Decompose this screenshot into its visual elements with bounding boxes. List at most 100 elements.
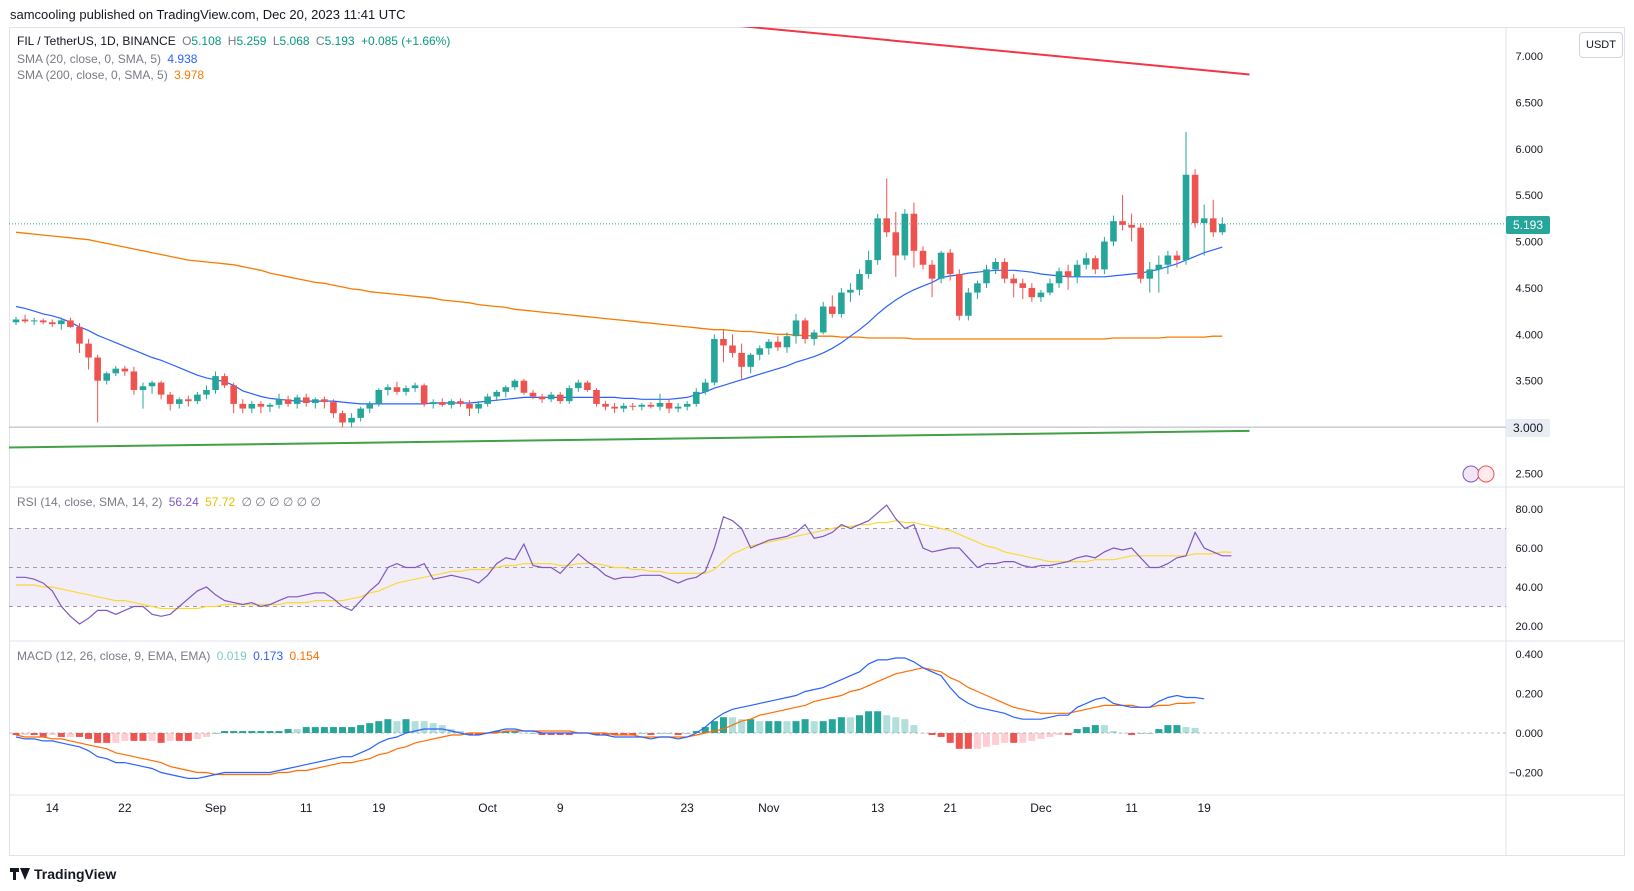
sma20-label: SMA (20, close, 0, SMA, 5) xyxy=(17,52,162,66)
sma20-value: 4.938 xyxy=(167,52,198,66)
candle-body xyxy=(974,283,981,293)
candle-body xyxy=(330,402,337,414)
macd-hist-bar xyxy=(85,733,93,739)
rsi-line xyxy=(16,504,1232,625)
candle-body xyxy=(1182,174,1190,261)
macd-hist-bar xyxy=(420,721,428,733)
candle-body xyxy=(547,394,555,400)
sma20-legend: SMA (20, close, 0, SMA, 5) 4.938 xyxy=(17,52,200,66)
candle-body xyxy=(384,387,392,390)
macd-hist-bar xyxy=(982,733,990,747)
candle-body xyxy=(792,320,800,337)
candle-body xyxy=(756,348,764,355)
macd-hist-bar xyxy=(456,731,464,733)
candle-body xyxy=(783,336,791,348)
macd-hist-bar xyxy=(1082,727,1090,733)
candle-body xyxy=(692,391,700,404)
macd-hist-bar xyxy=(629,733,637,735)
macd-hist-bar xyxy=(964,733,972,749)
candle-body xyxy=(683,403,691,407)
macd-hist-bar xyxy=(57,733,65,737)
macd-hist-bar xyxy=(1028,733,1036,741)
candle-body xyxy=(112,368,120,374)
macd-hist-bar xyxy=(130,733,138,741)
candle-body xyxy=(339,413,346,423)
macd-hist-bar xyxy=(1019,733,1027,743)
candle-body xyxy=(665,402,673,409)
macd-hist-bar xyxy=(375,721,383,733)
candle-body xyxy=(575,382,582,389)
candle-body xyxy=(402,388,410,392)
macd-hist-bar xyxy=(710,721,718,733)
macd-hist-bar xyxy=(738,719,746,733)
candle-body xyxy=(21,319,29,322)
macd-hist-bar xyxy=(611,733,619,735)
candle-body xyxy=(874,218,881,261)
low-label: L xyxy=(272,34,280,48)
candle-body xyxy=(892,232,900,256)
candle-body xyxy=(520,380,528,393)
macd-hist-bar xyxy=(402,719,410,733)
candle-body xyxy=(1173,255,1181,261)
candle-body xyxy=(166,394,174,404)
candle-body xyxy=(48,322,56,325)
price-tick-label: 6.000 xyxy=(1515,144,1543,156)
candle-body xyxy=(1191,174,1199,223)
currency-button[interactable]: USDT xyxy=(1579,32,1623,58)
price-tick-label: 4.500 xyxy=(1515,283,1543,295)
macd-hist-bar xyxy=(221,731,229,733)
macd-hist-bar xyxy=(329,727,337,733)
candle-body xyxy=(284,399,292,404)
macd-hist-bar xyxy=(121,733,129,741)
candle-body xyxy=(1046,283,1054,293)
candle-body xyxy=(856,274,863,290)
candle-body xyxy=(1119,221,1126,225)
macd-hist-bar xyxy=(955,733,963,749)
candle-body xyxy=(593,390,600,404)
candle-body xyxy=(511,380,519,388)
macd-hist-bar xyxy=(1100,725,1108,733)
candle-body xyxy=(1001,261,1008,279)
time-tick-label: Sep xyxy=(205,801,227,815)
candle-body xyxy=(30,320,38,322)
macd-hist-bar xyxy=(701,727,709,733)
macd-hist-bar xyxy=(348,727,356,733)
candle-body xyxy=(248,403,256,409)
macd-hist-bar xyxy=(475,733,483,735)
macd-hist-bar xyxy=(556,733,564,735)
macd-tick-label: 0.000 xyxy=(1515,728,1543,740)
macd-hist-bar xyxy=(1191,727,1199,733)
close-value: 5.193 xyxy=(324,34,355,48)
candle-body xyxy=(983,269,990,284)
candle-body xyxy=(1101,241,1108,270)
macd-hist-bar xyxy=(719,717,727,733)
macd-hist-bar xyxy=(339,727,347,733)
macd-hist-bar xyxy=(865,711,873,733)
macd-hist-bar xyxy=(266,731,274,733)
last-price-tag: 5.193 xyxy=(1506,216,1550,234)
macd-hist-bar xyxy=(1064,733,1072,735)
candle-body xyxy=(103,373,110,381)
macd-hist-bar xyxy=(1109,731,1117,733)
sma200-line xyxy=(15,231,1223,340)
open-value: 5.108 xyxy=(191,34,222,48)
macd-hist-bar xyxy=(230,731,238,733)
tradingview-logo[interactable]: TradingView xyxy=(10,866,116,882)
candle-body xyxy=(901,213,909,256)
us-flag-icon xyxy=(1477,465,1495,483)
candle-body xyxy=(620,405,627,409)
rsi-extra: ∅ ∅ ∅ ∅ ∅ ∅ xyxy=(241,495,321,509)
candle-body xyxy=(58,320,65,325)
macd-hist-bar xyxy=(511,731,519,733)
candle-body xyxy=(275,399,283,405)
candle-body xyxy=(121,368,129,372)
macd-hist-bar xyxy=(1037,733,1045,739)
macd-hist-bar xyxy=(792,721,800,733)
high-label: H xyxy=(227,34,237,48)
macd-hist-value: 0.019 xyxy=(216,649,247,663)
macd-hist-bar xyxy=(1164,725,1172,733)
macd-hist-bar xyxy=(874,711,882,733)
macd-label: MACD (12, 26, close, 9, EMA, EMA) xyxy=(17,649,211,663)
candle-body xyxy=(910,213,918,251)
